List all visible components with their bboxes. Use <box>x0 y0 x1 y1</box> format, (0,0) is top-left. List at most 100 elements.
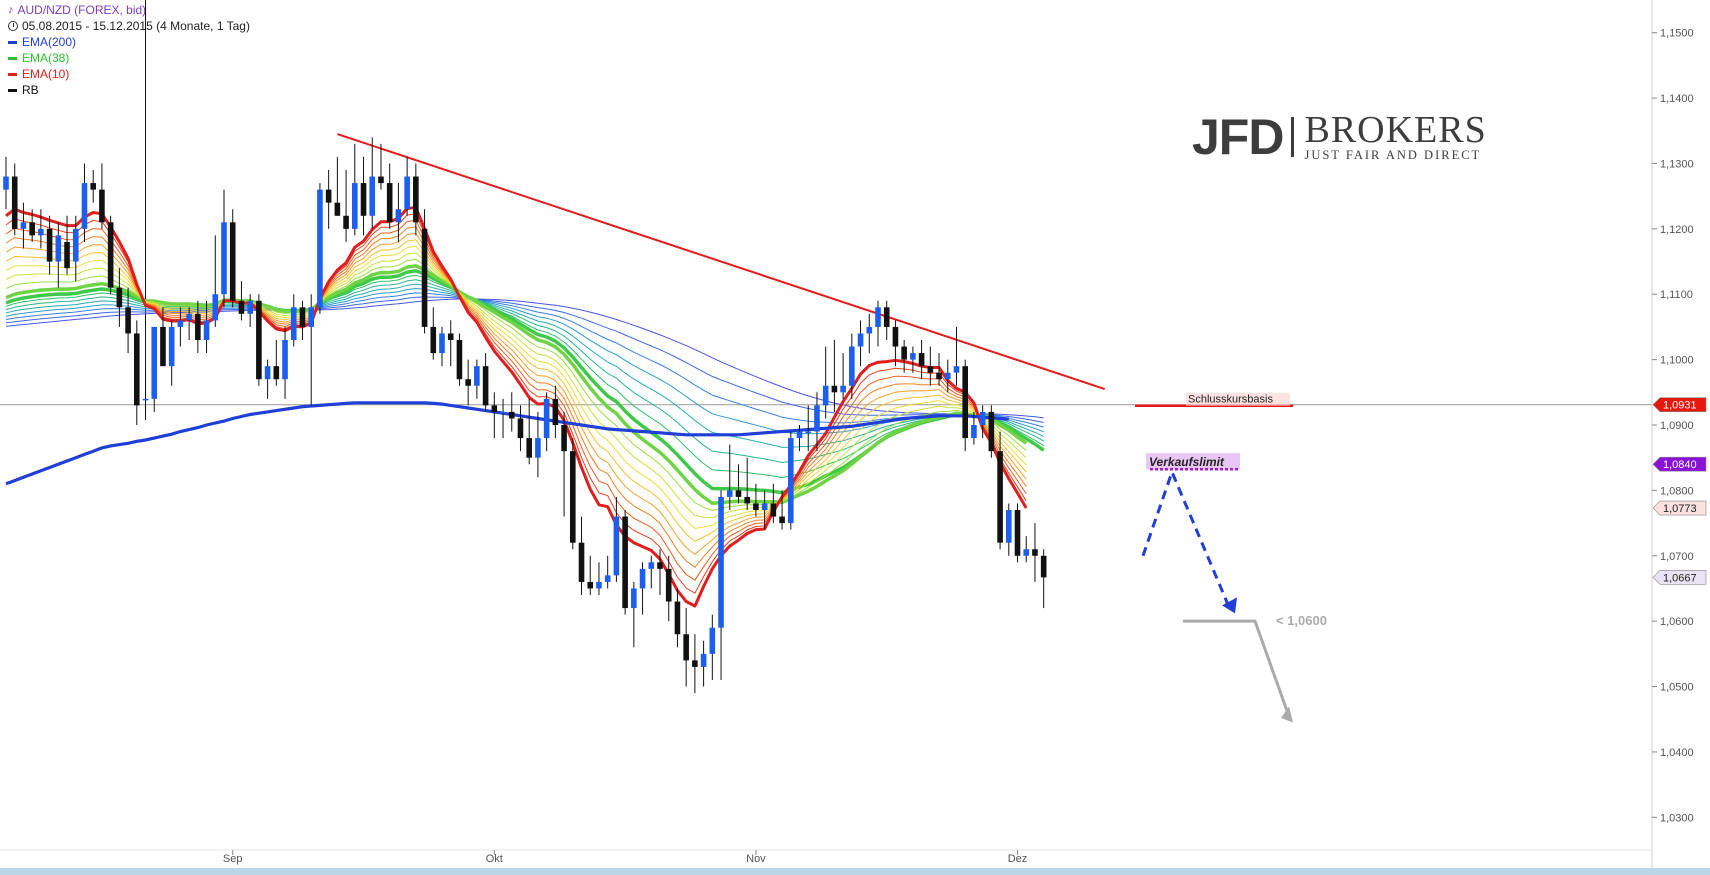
candle-body <box>552 398 559 425</box>
candle-body <box>352 183 358 229</box>
logo-jfd-text: JFD <box>1192 109 1284 165</box>
candle-body <box>317 189 323 308</box>
candle-body <box>1014 510 1021 556</box>
candle-body <box>657 562 663 569</box>
candle-body <box>665 568 672 602</box>
candle-body <box>971 425 977 439</box>
candle-body <box>369 176 376 216</box>
ema-ribbon-line <box>5 258 1027 511</box>
candle-body <box>325 189 332 203</box>
candle-body <box>500 411 506 414</box>
ema-ribbon-line <box>5 205 1028 608</box>
forecast-arrowhead <box>1222 597 1237 614</box>
candle-body <box>988 411 995 452</box>
ema38-swatch <box>8 56 17 60</box>
ema200-line <box>5 401 1009 486</box>
candle-body <box>918 353 925 367</box>
instrument-title: AUD/NZD (FOREX, bid) <box>17 3 147 17</box>
candle-body <box>11 176 18 229</box>
candle-body <box>849 346 855 386</box>
x-tick-label: Sep <box>223 853 243 865</box>
candle-body <box>805 431 812 434</box>
price-marker <box>1652 397 1707 413</box>
candle-body <box>378 176 384 184</box>
candle-body <box>491 405 498 412</box>
ema-ribbon-line <box>5 226 1027 568</box>
candle-body <box>927 366 934 373</box>
candle-body <box>814 405 820 432</box>
price-marker <box>1652 570 1707 585</box>
ema-ribbon-line <box>5 288 1044 435</box>
candle-body <box>107 222 114 288</box>
schlusskursbasis-bg <box>1186 392 1290 406</box>
candle-body <box>334 202 341 216</box>
chart-icon: ♪ <box>8 4 14 16</box>
candle-body <box>20 222 27 229</box>
candle-body <box>238 300 245 314</box>
legend-ema10: EMA(10) <box>8 66 250 82</box>
candle-body <box>116 287 123 308</box>
candle-body <box>386 183 393 223</box>
candle-body <box>99 189 105 223</box>
candle-body <box>474 366 480 386</box>
candle-body <box>526 438 532 458</box>
bottom-scrollbar[interactable] <box>0 868 1710 875</box>
ema200-swatch <box>8 40 17 44</box>
candle-body <box>517 418 524 439</box>
target-label: < 1,0600 <box>1276 613 1327 628</box>
candle-body <box>247 300 253 314</box>
candle-body <box>883 307 890 327</box>
candle-body <box>587 581 594 589</box>
candle-body <box>447 333 454 340</box>
candle-body <box>395 209 402 223</box>
x-tick-label: Okt <box>486 853 503 865</box>
candle-body <box>596 581 602 589</box>
candle-body <box>38 228 44 236</box>
legend-ema38: EMA(38) <box>8 50 250 66</box>
candle-body <box>578 542 585 582</box>
candle-body <box>779 516 785 524</box>
logo-divider <box>1291 117 1295 157</box>
candle-body <box>944 372 951 380</box>
candle-body <box>186 313 192 321</box>
candle-body <box>674 601 681 635</box>
rb-swatch <box>8 88 17 92</box>
rb-label: RB <box>22 83 39 97</box>
ema38-label: EMA(38) <box>22 51 70 65</box>
candle-body <box>753 503 759 510</box>
candle-body <box>3 176 9 190</box>
candle-body <box>299 307 306 327</box>
verkaufslimit-bg <box>1146 453 1240 470</box>
y-tick-label: 1,0600 <box>1660 616 1694 628</box>
candle-body <box>770 503 777 517</box>
candle-body <box>212 294 219 321</box>
candle-body <box>439 333 445 354</box>
candle-body <box>796 431 803 439</box>
candle-body <box>997 451 1003 543</box>
candle-body <box>726 490 733 497</box>
candle-body <box>508 411 515 419</box>
candle-body <box>857 333 864 347</box>
price-marker-label: 1,0840 <box>1663 459 1697 471</box>
y-tick-label: 1,1000 <box>1660 355 1694 367</box>
candle-body <box>72 228 79 262</box>
candle-body <box>744 496 750 504</box>
candle-body <box>177 320 184 327</box>
candle-body <box>561 425 567 452</box>
candle-body <box>639 568 646 589</box>
y-tick-label: 1,1400 <box>1660 93 1694 105</box>
candle-body <box>273 366 280 380</box>
candle-body <box>360 183 367 216</box>
candle-body <box>168 326 175 367</box>
candle-body <box>570 451 576 543</box>
y-tick-label: 1,0300 <box>1660 812 1694 824</box>
price-marker-label: 1,0773 <box>1663 503 1697 515</box>
candle-body <box>482 366 489 406</box>
y-tick-label: 1,1200 <box>1660 224 1694 236</box>
legend-ema200: EMA(200) <box>8 34 250 50</box>
candle-body <box>1006 510 1012 543</box>
y-tick-label: 1,1500 <box>1660 28 1694 40</box>
ema-ribbon-line <box>5 298 1044 419</box>
candle-body <box>430 326 437 354</box>
